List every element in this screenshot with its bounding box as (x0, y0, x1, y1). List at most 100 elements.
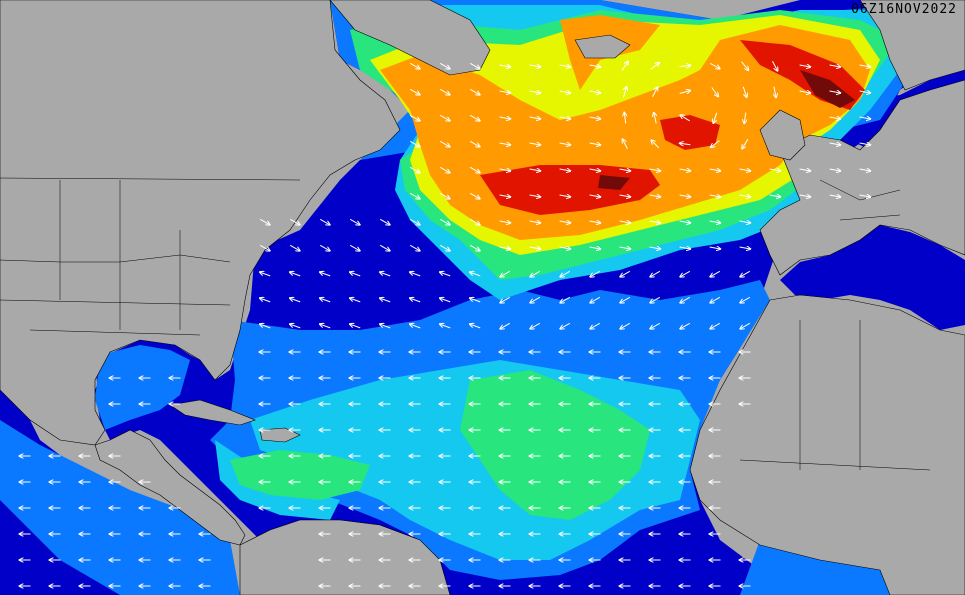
wave-direction-arrow (739, 221, 751, 223)
wave-direction-arrow (680, 270, 691, 277)
wave-direction-arrow (829, 195, 841, 197)
wave-direction-arrow (409, 88, 420, 95)
wave-direction-arrow (499, 91, 511, 93)
wave-direction-arrow (619, 195, 631, 197)
wave-direction-arrow (774, 86, 776, 98)
scandinavia (859, 0, 965, 91)
wave-direction-arrow (529, 117, 541, 119)
wave-direction-arrow (710, 322, 721, 329)
wave-direction-arrow (652, 87, 658, 98)
wave-direction-arrow (439, 166, 450, 173)
wave-direction-arrow (529, 65, 541, 67)
wave-direction-arrow (713, 112, 718, 123)
central-america (94, 429, 246, 546)
wave-direction-arrow (590, 322, 601, 329)
wave-direction-arrow (290, 272, 301, 277)
wave-direction-arrow (559, 117, 571, 119)
wave-direction-arrow (289, 244, 300, 251)
wave-direction-arrow (409, 62, 420, 69)
wave-direction-arrow (619, 247, 631, 249)
wave-direction-arrow (499, 221, 511, 223)
iceland (574, 34, 631, 59)
wave-direction-arrow (559, 195, 571, 197)
wave-direction-arrow (499, 143, 511, 145)
wave-direction-arrow (740, 322, 751, 329)
wave-direction-arrow (319, 244, 330, 251)
wave-direction-arrow (709, 62, 720, 68)
wave-direction-arrow (859, 143, 871, 145)
wave-direction-arrow (829, 91, 841, 93)
wave-direction-arrow (469, 114, 480, 121)
wave-direction-arrow (679, 195, 691, 197)
wave-direction-arrow (530, 270, 541, 277)
political-boundaries (0, 177, 931, 471)
wave-direction-arrow (409, 140, 420, 147)
wave-direction-arrow (589, 91, 601, 93)
wave-direction-arrow (624, 113, 625, 124)
wave-direction-arrow (654, 113, 656, 124)
wave-direction-arrows (20, 61, 871, 586)
wave-direction-arrow (829, 65, 841, 67)
wave-direction-arrow (649, 169, 661, 171)
wave-direction-arrow (410, 298, 421, 303)
wave-direction-arrow (679, 169, 691, 171)
wave-direction-arrow (589, 221, 601, 223)
wave-direction-arrow (469, 88, 480, 95)
wave-direction-arrow (499, 169, 511, 171)
wave-direction-arrow (649, 221, 661, 223)
wave-direction-arrow (470, 324, 481, 329)
wave-direction-arrow (259, 218, 270, 225)
wave-direction-arrow (744, 112, 746, 124)
wave-direction-arrow (320, 272, 331, 277)
wave-direction-arrow (469, 192, 480, 199)
wave-direction-arrow (499, 195, 511, 197)
wave-direction-arrow (259, 244, 270, 251)
wave-direction-arrow (739, 169, 751, 171)
wave-direction-arrow (559, 143, 571, 145)
wave-direction-arrow (620, 322, 631, 329)
wave-direction-arrow (829, 117, 841, 119)
wave-direction-arrow (439, 192, 450, 199)
wave-direction-arrow (620, 270, 631, 277)
wave-direction-arrow (769, 169, 781, 171)
wave-direction-arrow (410, 272, 421, 277)
wave-direction-arrow (499, 117, 511, 119)
wave-direction-arrow (709, 247, 721, 249)
wave-direction-arrow (440, 324, 451, 329)
wave-direction-arrow (409, 192, 420, 199)
wave-direction-arrow (349, 218, 360, 225)
mediterranean-sea (780, 225, 965, 330)
wave-direction-arrow (499, 65, 511, 67)
wave-direction-arrow (410, 324, 421, 329)
wave-height-band-darkred (598, 70, 855, 190)
wave-direction-arrow (650, 296, 661, 303)
wave-direction-arrow (741, 61, 749, 71)
wave-direction-arrow (469, 166, 480, 173)
wave-direction-arrow (679, 65, 691, 66)
wave-direction-arrow (621, 61, 628, 71)
wave-direction-arrow (589, 195, 601, 197)
wave-direction-arrow (289, 218, 300, 225)
wave-direction-arrow (740, 296, 751, 303)
wave-direction-arrow (679, 221, 691, 223)
wave-direction-arrow (559, 221, 571, 223)
wave-direction-arrow (500, 322, 511, 329)
wave-direction-arrow (680, 115, 690, 122)
wave-direction-arrow (649, 247, 661, 249)
wave-direction-arrow (623, 139, 628, 150)
wave-direction-arrow (739, 247, 751, 249)
wave-direction-arrow (859, 169, 871, 171)
wave-direction-arrow (320, 298, 331, 303)
wave-direction-arrow (680, 322, 691, 329)
wave-direction-arrow (589, 143, 601, 145)
wave-direction-arrow (530, 296, 541, 303)
wave-direction-arrow (439, 62, 450, 69)
wave-direction-arrow (829, 143, 841, 145)
wave-direction-arrow (290, 298, 301, 303)
wave-direction-arrow (529, 91, 541, 93)
north-america (0, 0, 401, 446)
wave-direction-arrow (380, 324, 391, 329)
